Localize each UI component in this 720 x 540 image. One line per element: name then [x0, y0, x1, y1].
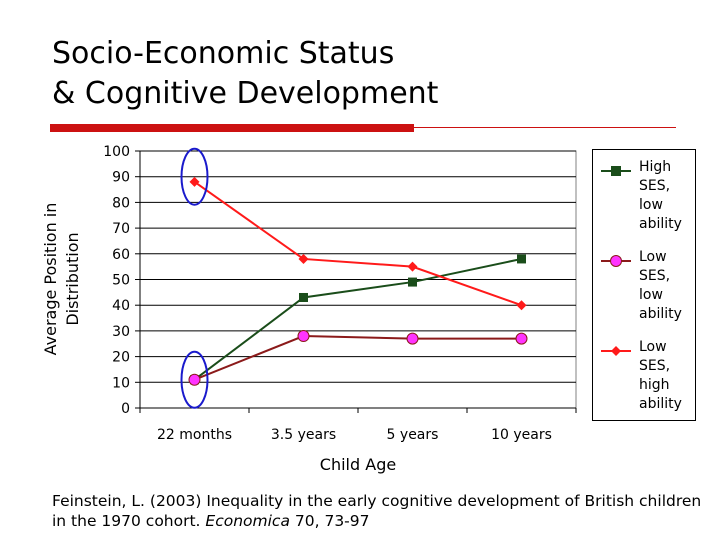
data-point-circle [188, 373, 201, 386]
data-point-square [299, 292, 308, 302]
y-tick-label: 90 [112, 170, 130, 186]
x-tick-label: 22 months [157, 427, 232, 443]
x-tick-label: 5 years [387, 427, 439, 443]
y-tick-label: 80 [112, 195, 130, 211]
plot-area [139, 150, 577, 409]
x-tick-label: 10 years [491, 427, 552, 443]
legend-item-low-ses-high-ability: Low SES, high ability [593, 338, 697, 418]
highlight-ellipse [180, 350, 209, 409]
data-point-square [517, 254, 526, 264]
y-axis-title-line-2: Distribution [63, 232, 82, 325]
data-point-diamond [407, 261, 418, 272]
y-tick-label: 0 [121, 401, 130, 417]
legend-swatch-circle [601, 255, 631, 267]
legend-swatch-square [601, 166, 631, 176]
citation-volume: 70, 73-97 [289, 512, 370, 530]
title-line-2: & Cognitive Development [52, 76, 439, 111]
title-rule-thin [414, 127, 676, 128]
title-rule-thick [50, 124, 414, 132]
y-tick-label: 30 [112, 324, 130, 340]
legend-label: Low SES, low ability [639, 249, 682, 322]
legend-item-low-ses-low-ability: Low SES, low ability [593, 248, 697, 328]
legend-label: High SES, low ability [639, 159, 682, 232]
data-point-circle [406, 332, 419, 345]
citation-text: Feinstein, L. (2003) Inequality in the e… [52, 492, 702, 530]
slide-title: Socio-Economic Status & Cognitive Develo… [52, 34, 438, 114]
y-tick-label: 20 [112, 350, 130, 366]
y-axis-title-line-1: Average Position in [41, 203, 60, 356]
series-line [193, 181, 522, 307]
legend-swatch-diamond [601, 346, 631, 356]
citation-footnote: Feinstein, L. (2003) Inequality in the e… [52, 491, 702, 531]
x-tick-label: 3.5 years [271, 427, 336, 443]
highlight-ellipse [180, 147, 209, 206]
series-line [193, 257, 522, 381]
y-tick-label: 60 [112, 247, 130, 263]
data-point-diamond [298, 253, 309, 264]
data-point-circle [515, 332, 528, 345]
y-tick-label: 50 [112, 273, 130, 289]
citation-journal: Economica [205, 512, 290, 530]
data-point-square [190, 375, 199, 385]
y-tick-label: 70 [112, 221, 130, 237]
legend-item-high-ses-low-ability: High SES, low ability [593, 158, 697, 238]
title-line-1: Socio-Economic Status [52, 36, 395, 71]
data-point-circle [297, 330, 310, 343]
y-tick-label: 40 [112, 298, 130, 314]
data-point-diamond [189, 176, 200, 187]
data-point-diamond [516, 300, 527, 311]
series-line [194, 335, 522, 381]
x-axis-title: Child Age [320, 455, 396, 474]
data-point-square [408, 277, 417, 287]
legend-label: Low SES, high ability [639, 339, 682, 412]
chart-legend: High SES, low ability Low SES, low abili… [592, 149, 696, 421]
y-tick-label: 10 [112, 375, 130, 391]
y-tick-label: 100 [103, 144, 130, 160]
